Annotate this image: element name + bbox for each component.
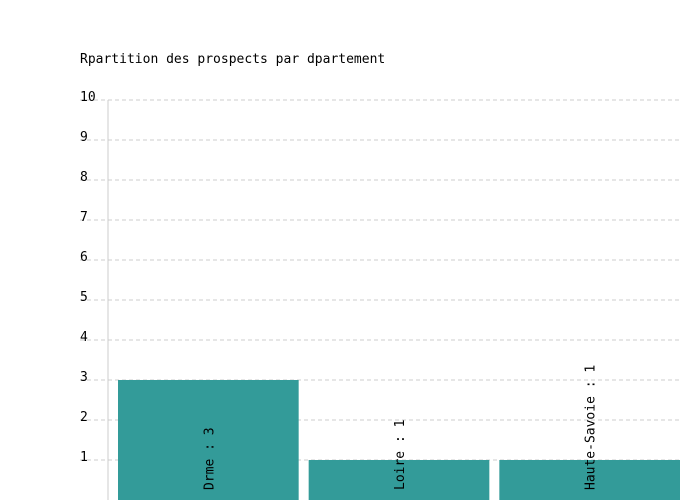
bar-loire [308,460,490,500]
y-tick-label: 10 [80,90,96,105]
y-tick-label: 7 [80,210,88,225]
bars [118,380,680,500]
y-tick-label: 3 [80,370,88,385]
y-tick-label: 6 [80,250,88,265]
y-tick-label: 4 [80,330,88,345]
y-tick-label: 8 [80,170,88,185]
y-axis-ticks: 1 2 3 4 5 6 7 8 9 10 [80,90,108,465]
bar-value-label: Drme : 3 [202,427,217,490]
y-tick-label: 2 [80,410,88,425]
y-tick-label: 1 [80,450,88,465]
bar-drme [118,380,299,500]
y-tick-label: 9 [80,130,88,145]
chart-title: Rpartition des prospects par dpartement [80,52,385,67]
bar-value-label: Loire : 1 [393,420,408,490]
y-tick-label: 5 [80,290,88,305]
bar-value-label: Haute-Savoie : 1 [584,365,599,490]
bar-labels: Drme : 3 Loire : 1 Haute-Savoie : 1 [202,365,598,490]
bar-haute-savoie [499,460,680,500]
